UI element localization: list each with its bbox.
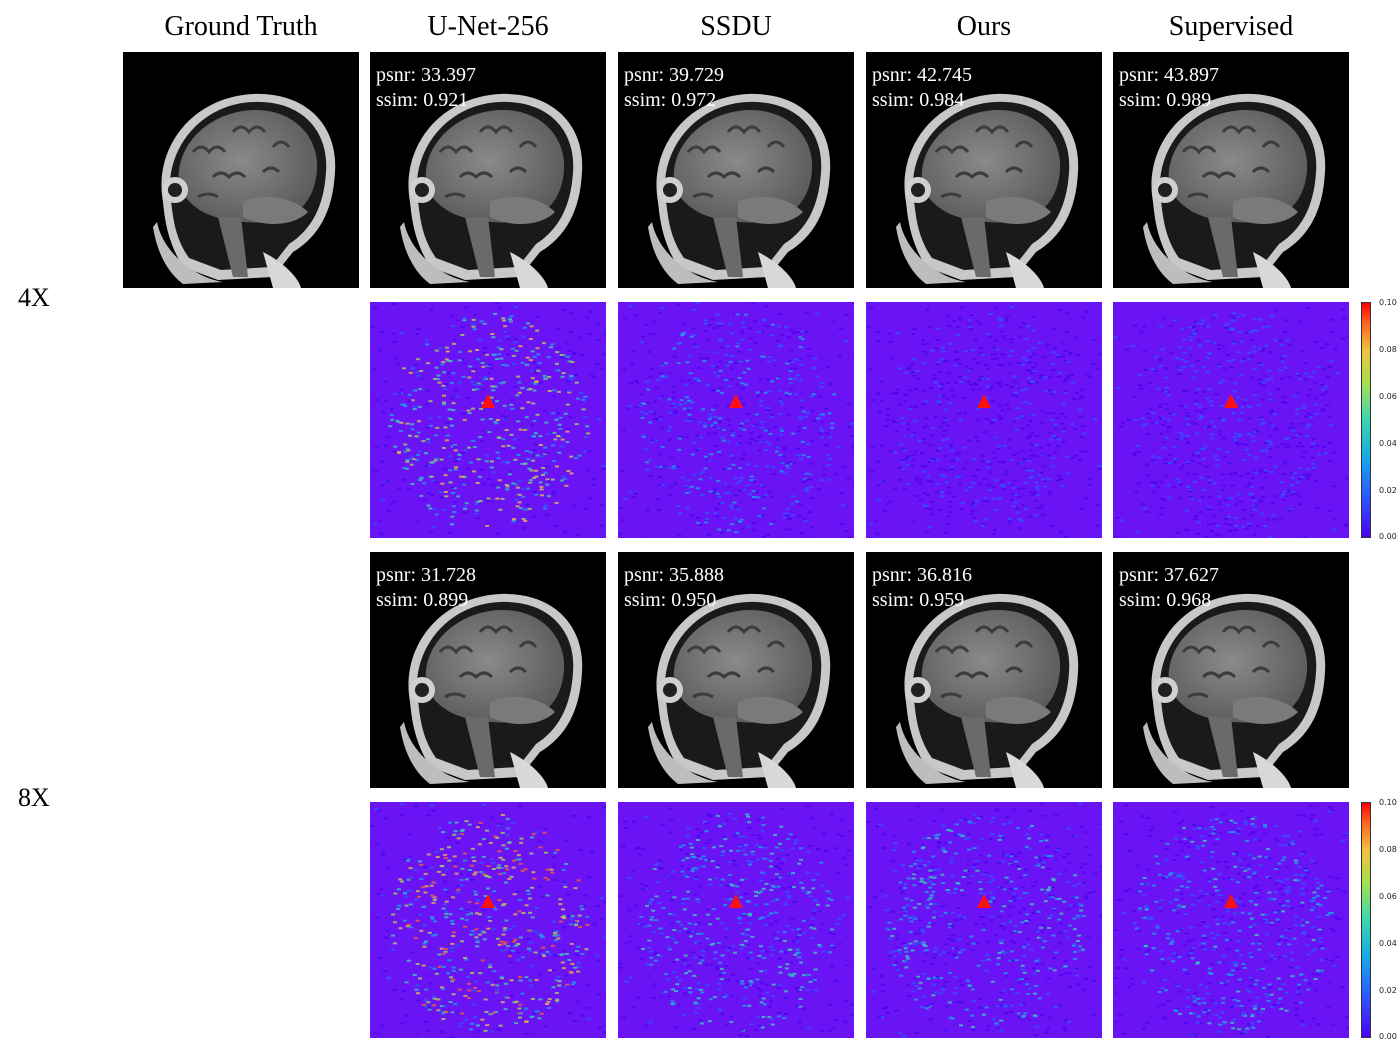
psnr-value: psnr: 39.729: [624, 64, 724, 86]
ssim-value: ssim: 0.989: [1119, 89, 1212, 111]
colorbar-tick: 0.04: [1379, 939, 1397, 948]
red-marker-icon: [977, 394, 991, 408]
mri-8x-ours: psnr: 36.816 ssim: 0.959: [866, 552, 1102, 788]
error-heatmap: [370, 803, 606, 1038]
mri-8x-ssdu: psnr: 35.888 ssim: 0.950: [618, 552, 854, 788]
mri-4x-supervised: psnr: 43.897 ssim: 0.989: [1113, 52, 1349, 288]
psnr-value: psnr: 33.397: [376, 64, 476, 86]
error-map-8x-supervised: [1113, 802, 1349, 1038]
psnr-value: psnr: 31.728: [376, 564, 476, 586]
brain-mri-image: [648, 93, 831, 288]
brain-mri-image: [1143, 93, 1326, 288]
brain-mri-image: [1143, 593, 1326, 788]
column-header-unet256: U-Net-256: [427, 11, 549, 42]
mri-4x-ssdu: psnr: 39.729 ssim: 0.972: [618, 52, 854, 288]
ssim-value: ssim: 0.984: [872, 89, 965, 111]
row-label-8x: 8X: [18, 783, 50, 812]
error-map-4x-ssdu: [618, 302, 854, 538]
column-header-ground-truth: Ground Truth: [164, 11, 318, 42]
error-heatmap: [370, 302, 606, 536]
brain-mri-image: [896, 93, 1079, 288]
error-heatmap: [1113, 804, 1349, 1038]
colorbar-tick: 0.00: [1379, 532, 1397, 541]
colorbar-tick: 0.08: [1379, 345, 1397, 354]
error-heatmap: [866, 802, 1102, 1038]
ssim-value: ssim: 0.968: [1119, 589, 1212, 611]
error-map-8x-ssdu: [618, 802, 854, 1038]
psnr-value: psnr: 42.745: [872, 64, 972, 86]
error-colorbar-4x: [1361, 302, 1371, 538]
error-map-8x-ours: [866, 802, 1102, 1038]
row-label-4x: 4X: [18, 283, 50, 312]
error-map-4x-supervised: [1113, 302, 1349, 538]
mri-4x-unet256: psnr: 33.397 ssim: 0.921: [370, 52, 606, 288]
column-header-supervised: Supervised: [1168, 11, 1294, 42]
error-heatmap: [618, 302, 854, 538]
brain-mri-image: [400, 93, 583, 288]
mri-8x-supervised: psnr: 37.627 ssim: 0.968: [1113, 552, 1349, 788]
red-marker-icon: [729, 394, 743, 408]
brain-mri-image: [153, 93, 336, 288]
brain-mri-image: [400, 593, 583, 788]
colorbar-tick: 0.02: [1379, 986, 1397, 995]
error-heatmap: [866, 306, 1102, 538]
psnr-value: psnr: 37.627: [1119, 564, 1219, 586]
colorbar-tick: 0.10: [1379, 298, 1397, 307]
ssim-value: ssim: 0.899: [376, 589, 469, 611]
mri-4x-ours: psnr: 42.745 ssim: 0.984: [866, 52, 1102, 288]
red-marker-icon: [481, 394, 495, 408]
error-heatmap: [1113, 302, 1349, 538]
error-heatmap: [618, 802, 854, 1037]
column-header-ours: Ours: [956, 11, 1012, 42]
brain-mri-image: [896, 593, 1079, 788]
error-map-4x-unet256: [370, 302, 606, 538]
mri-ground-truth: [123, 52, 359, 288]
psnr-value: psnr: 36.816: [872, 564, 972, 586]
error-map-4x-ours: [866, 302, 1102, 538]
ssim-value: ssim: 0.972: [624, 89, 717, 111]
red-marker-icon: [1224, 394, 1238, 408]
brain-mri-image: [648, 593, 831, 788]
psnr-value: psnr: 35.888: [624, 564, 724, 586]
red-marker-icon: [1224, 894, 1238, 908]
colorbar-tick: 0.02: [1379, 486, 1397, 495]
mri-8x-unet256: psnr: 31.728 ssim: 0.899: [370, 552, 606, 788]
red-marker-icon: [481, 894, 495, 908]
colorbar-tick: 0.00: [1379, 1032, 1397, 1041]
ssim-value: ssim: 0.950: [624, 589, 717, 611]
red-marker-icon: [729, 894, 743, 908]
column-header-ssdu: SSDU: [700, 11, 772, 42]
ssim-value: ssim: 0.921: [376, 89, 469, 111]
ssim-value: ssim: 0.959: [872, 589, 965, 611]
red-marker-icon: [977, 894, 991, 908]
colorbar-tick: 0.06: [1379, 392, 1397, 401]
psnr-value: psnr: 43.897: [1119, 64, 1219, 86]
colorbar-tick: 0.06: [1379, 892, 1397, 901]
colorbar-tick: 0.10: [1379, 798, 1397, 807]
colorbar-tick: 0.08: [1379, 845, 1397, 854]
colorbar-tick: 0.04: [1379, 439, 1397, 448]
error-map-8x-unet256: [370, 802, 606, 1038]
error-colorbar-8x: [1361, 802, 1371, 1038]
